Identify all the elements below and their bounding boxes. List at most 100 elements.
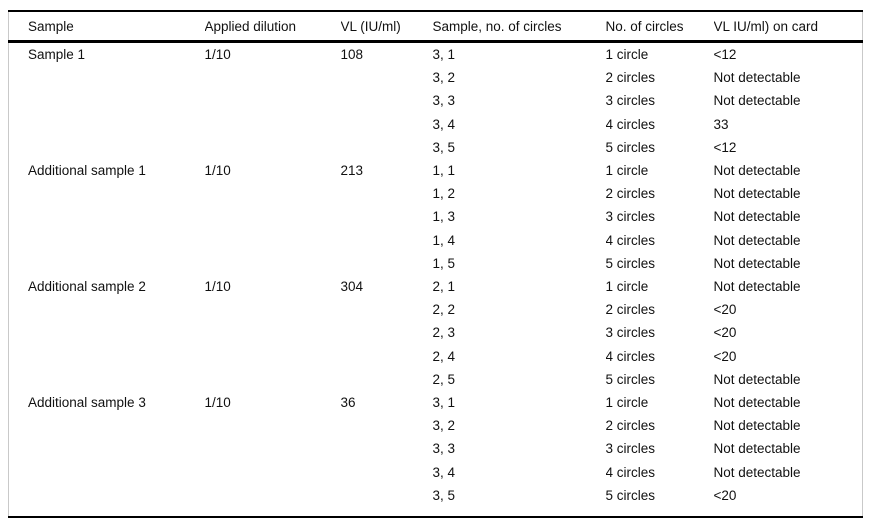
cell-sample	[9, 414, 205, 437]
cell-sample	[9, 484, 205, 507]
cell-no-of-circles: 4 circles	[605, 232, 656, 248]
cell-sample-no-of-circles: 2, 3	[432, 325, 456, 341]
cell-vl-on-card: Not detectable	[713, 395, 801, 411]
table-row: 1, 5 5 circles Not detectable	[9, 252, 863, 275]
table-row: 3, 5 5 circles <20	[9, 484, 863, 507]
cell-sample	[9, 205, 205, 228]
spacer-row	[9, 507, 863, 517]
cell-sample: Additional sample 3	[28, 395, 146, 411]
cell-no-of-circles: 2 circles	[605, 418, 656, 434]
cell-applied-dilution	[205, 136, 341, 159]
cell-sample-no-of-circles: 1, 5	[432, 255, 456, 271]
table-row: 2, 4 4 circles <20	[9, 345, 863, 368]
cell-sample-no-of-circles: 1, 3	[432, 209, 456, 225]
cell-sample: Additional sample 1	[28, 163, 146, 179]
cell-vl-on-card: Not detectable	[713, 255, 801, 271]
table-row: 2, 2 2 circles <20	[9, 298, 863, 321]
cell-vl-on-card: Not detectable	[713, 279, 801, 295]
cell-no-of-circles: 2 circles	[605, 186, 656, 202]
cell-vl-on-card: Not detectable	[713, 163, 801, 179]
cell-sample-no-of-circles: 1, 2	[432, 186, 456, 202]
header-row: Sample Applied dilution VL (IU/ml) Sampl…	[8, 11, 863, 43]
column-header-vl-on-card: VL IU/ml) on card	[713, 11, 863, 43]
cell-sample-no-of-circles: 2, 4	[432, 348, 456, 364]
cell-applied-dilution	[205, 321, 341, 344]
cell-applied-dilution: 1/10	[204, 163, 231, 179]
cell-applied-dilution	[205, 252, 341, 275]
results-table: Sample Applied dilution VL (IU/ml) Sampl…	[8, 10, 863, 519]
cell-no-of-circles: 5 circles	[605, 139, 656, 155]
cell-applied-dilution: 1/10	[204, 47, 231, 62]
cell-applied-dilution	[205, 229, 341, 252]
cell-vl: 304	[340, 279, 364, 295]
cell-sample: Additional sample 2	[28, 279, 146, 295]
cell-applied-dilution: 1/10	[204, 395, 231, 411]
cell-no-of-circles: 3 circles	[605, 93, 656, 109]
cell-sample	[9, 113, 205, 136]
cell-no-of-circles: 5 circles	[605, 487, 656, 503]
cell-no-of-circles: 4 circles	[605, 348, 656, 364]
table-row: 3, 4 4 circles Not detectable	[9, 461, 863, 484]
cell-applied-dilution	[205, 89, 341, 112]
cell-vl	[341, 437, 433, 460]
table-row: 3, 5 5 circles <12	[9, 136, 863, 159]
table-row: 3, 2 2 circles Not detectable	[9, 66, 863, 89]
cell-no-of-circles: 3 circles	[605, 441, 656, 457]
cell-sample-no-of-circles: 2, 2	[432, 302, 456, 318]
cell-vl	[341, 461, 433, 484]
cell-sample	[9, 368, 205, 391]
cell-sample-no-of-circles: 3, 4	[432, 116, 456, 132]
cell-sample-no-of-circles: 3, 1	[432, 395, 456, 411]
cell-no-of-circles: 5 circles	[605, 371, 656, 387]
column-header-sample-no-of-circles: Sample, no. of circles	[432, 11, 606, 43]
cell-vl: 108	[340, 47, 364, 62]
cell-sample-no-of-circles: 3, 5	[432, 139, 456, 155]
cell-sample	[9, 298, 205, 321]
cell-vl-on-card: <12	[713, 47, 737, 62]
table-row: 3, 3 3 circles Not detectable	[9, 437, 863, 460]
cell-sample	[9, 345, 205, 368]
cell-applied-dilution	[205, 298, 341, 321]
cell-vl	[341, 414, 433, 437]
cell-vl-on-card: Not detectable	[713, 232, 801, 248]
cell-applied-dilution	[205, 484, 341, 507]
cell-applied-dilution: 1/10	[204, 279, 231, 295]
cell-vl-on-card: Not detectable	[713, 464, 801, 480]
cell-sample-no-of-circles: 3, 2	[432, 70, 456, 86]
cell-sample	[9, 182, 205, 205]
cell-vl-on-card: Not detectable	[713, 70, 801, 86]
cell-vl	[341, 298, 433, 321]
cell-vl	[341, 182, 433, 205]
table-row: 3, 4 4 circles 33	[9, 113, 863, 136]
cell-applied-dilution	[205, 414, 341, 437]
cell-vl-on-card: <20	[713, 487, 737, 503]
cell-no-of-circles: 4 circles	[605, 464, 656, 480]
cell-sample	[9, 321, 205, 344]
cell-sample-no-of-circles: 1, 1	[432, 163, 456, 179]
cell-sample-no-of-circles: 3, 3	[432, 441, 456, 457]
table-row: 3, 2 2 circles Not detectable	[9, 414, 863, 437]
cell-vl-on-card: 33	[713, 116, 729, 132]
cell-no-of-circles: 3 circles	[605, 325, 656, 341]
table-row: Additional sample 3 1/10 36 3, 1 1 circl…	[9, 391, 863, 414]
cell-applied-dilution	[205, 368, 341, 391]
table-footer-spacer	[9, 507, 863, 517]
cell-sample: Sample 1	[28, 47, 86, 62]
cell-sample-no-of-circles: 3, 2	[432, 418, 456, 434]
table-row: 3, 3 3 circles Not detectable	[9, 89, 863, 112]
cell-applied-dilution	[205, 205, 341, 228]
cell-sample-no-of-circles: 3, 1	[432, 47, 456, 62]
cell-vl-on-card: Not detectable	[713, 209, 801, 225]
table-row: 1, 3 3 circles Not detectable	[9, 205, 863, 228]
cell-sample-no-of-circles: 2, 1	[432, 279, 456, 295]
cell-vl	[341, 229, 433, 252]
cell-no-of-circles: 5 circles	[605, 255, 656, 271]
cell-vl	[341, 368, 433, 391]
cell-no-of-circles: 1 circle	[605, 395, 649, 411]
column-header-applied-dilution: Applied dilution	[204, 11, 341, 43]
cell-applied-dilution	[205, 461, 341, 484]
cell-applied-dilution	[205, 113, 341, 136]
cell-no-of-circles: 4 circles	[605, 116, 656, 132]
cell-applied-dilution	[205, 66, 341, 89]
cell-no-of-circles: 1 circle	[605, 163, 649, 179]
